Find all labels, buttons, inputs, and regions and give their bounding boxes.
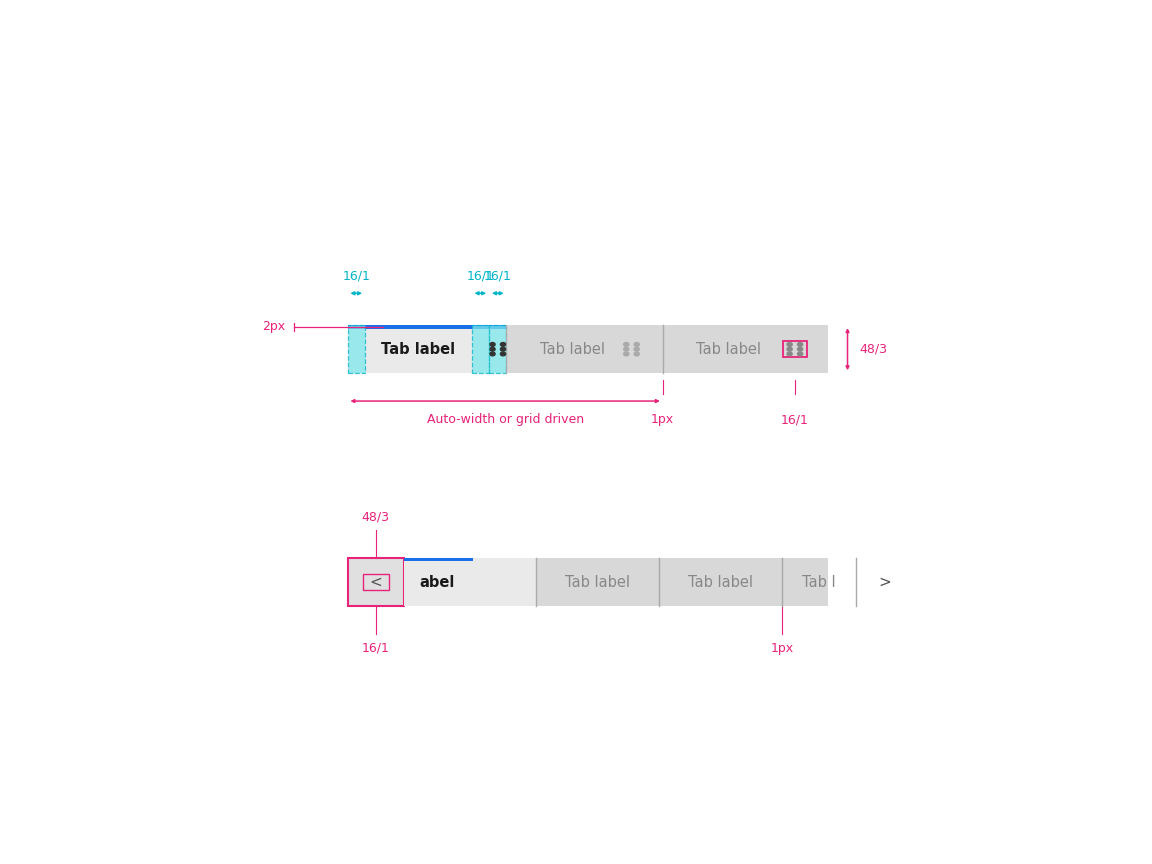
Circle shape <box>490 352 495 356</box>
Bar <box>471 325 490 373</box>
Text: 16/1: 16/1 <box>342 270 370 283</box>
Text: Auto-width or grid driven: Auto-width or grid driven <box>426 413 584 426</box>
Text: Tab l: Tab l <box>802 575 835 589</box>
Text: 2px: 2px <box>262 321 285 334</box>
Circle shape <box>797 342 803 346</box>
Circle shape <box>490 342 495 346</box>
Circle shape <box>787 352 793 356</box>
Text: 16/1: 16/1 <box>484 270 511 283</box>
Text: Tab label: Tab label <box>381 341 455 357</box>
Circle shape <box>634 342 639 346</box>
Text: Tab label: Tab label <box>688 575 753 589</box>
Bar <box>348 325 507 328</box>
Circle shape <box>797 347 803 351</box>
Text: abel: abel <box>419 575 455 589</box>
Text: 48/3: 48/3 <box>859 343 887 356</box>
Bar <box>490 325 507 373</box>
Text: Tab label: Tab label <box>696 341 761 357</box>
Circle shape <box>787 342 793 346</box>
Text: >: > <box>878 575 890 589</box>
Bar <box>348 558 404 606</box>
Bar <box>782 341 808 357</box>
Text: 48/3: 48/3 <box>362 511 389 524</box>
Text: 16/1: 16/1 <box>781 413 809 426</box>
Text: 1px: 1px <box>771 642 794 655</box>
Circle shape <box>623 347 629 351</box>
Bar <box>363 574 388 590</box>
Bar <box>348 325 828 373</box>
Bar <box>348 325 365 373</box>
Text: Tab label: Tab label <box>564 575 630 589</box>
Text: Tab label: Tab label <box>539 341 605 357</box>
Text: 16/1: 16/1 <box>362 642 389 655</box>
Text: 16/1: 16/1 <box>467 270 494 283</box>
Circle shape <box>500 352 506 356</box>
Bar <box>348 558 828 606</box>
Circle shape <box>797 352 803 356</box>
Circle shape <box>500 342 506 346</box>
Bar <box>404 558 536 606</box>
Circle shape <box>787 347 793 351</box>
Circle shape <box>634 347 639 351</box>
Circle shape <box>623 342 629 346</box>
Circle shape <box>634 352 639 356</box>
Bar <box>404 558 472 562</box>
Circle shape <box>490 347 495 351</box>
Circle shape <box>623 352 629 356</box>
Text: 1px: 1px <box>651 413 674 426</box>
Bar <box>348 325 507 373</box>
Text: <: < <box>370 575 382 589</box>
Circle shape <box>500 347 506 351</box>
